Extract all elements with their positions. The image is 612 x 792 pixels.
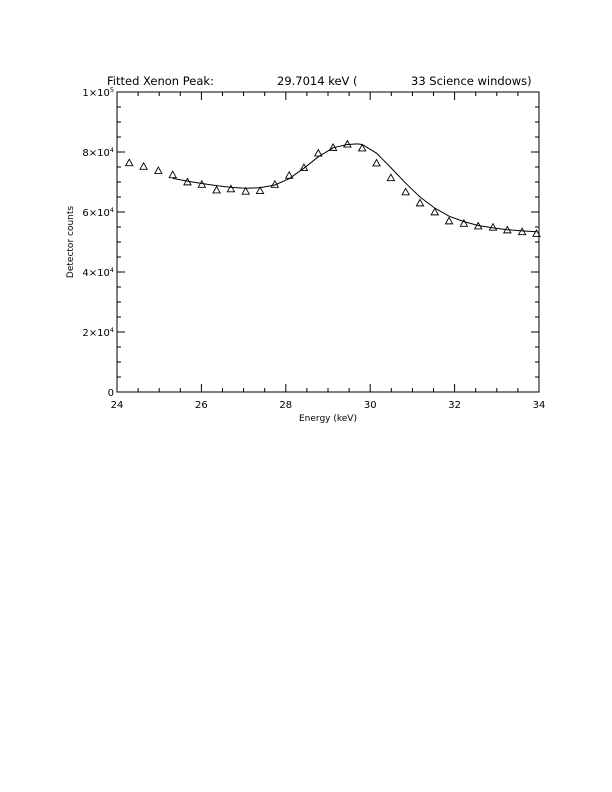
data-point bbox=[473, 221, 483, 230]
data-point bbox=[183, 177, 192, 186]
y-axis-label: Detector counts bbox=[66, 206, 76, 278]
data-point bbox=[139, 161, 148, 170]
x-tick-label: 26 bbox=[195, 400, 208, 411]
data-point bbox=[153, 166, 163, 174]
x-tick-label: 34 bbox=[533, 400, 546, 411]
x-tick-label: 32 bbox=[448, 400, 461, 411]
data-point bbox=[313, 148, 323, 157]
x-tick-label: 24 bbox=[111, 400, 124, 411]
axis-ticks bbox=[116, 91, 540, 393]
data-point bbox=[444, 216, 454, 225]
data-point bbox=[197, 179, 207, 188]
data-point bbox=[255, 186, 265, 195]
data-point bbox=[241, 186, 251, 195]
data-point bbox=[532, 229, 541, 237]
y-tick-label: 0 bbox=[108, 388, 114, 399]
chart-title-energy: 29.7014 keV ( bbox=[277, 74, 358, 88]
data-point bbox=[502, 225, 512, 234]
data-point bbox=[226, 184, 236, 193]
data-point bbox=[401, 187, 411, 196]
x-tick-labels: 24 26 28 30 32 34 bbox=[111, 400, 546, 411]
data-point bbox=[459, 218, 469, 227]
data-point bbox=[328, 142, 338, 151]
data-point bbox=[386, 173, 396, 182]
data-point bbox=[357, 143, 367, 152]
data-point bbox=[212, 185, 221, 194]
y-tick-label: 2×104 bbox=[82, 326, 114, 339]
x-tick-label: 28 bbox=[279, 400, 292, 411]
fit-curve bbox=[172, 143, 537, 233]
data-point bbox=[270, 179, 280, 188]
x-axis-label: Energy (keV) bbox=[299, 414, 357, 424]
chart-title-windows: 33 Science windows) bbox=[411, 74, 532, 88]
data-point bbox=[372, 158, 381, 167]
y-tick-label: 6×104 bbox=[82, 206, 114, 219]
data-point bbox=[299, 163, 309, 171]
data-point bbox=[343, 139, 352, 148]
data-point bbox=[517, 227, 527, 236]
y-tick-label: 4×104 bbox=[82, 266, 114, 279]
y-tick-label: 1×105 bbox=[82, 86, 114, 99]
y-tick-labels: 0 2×104 4×104 6×104 8×104 1×105 bbox=[82, 86, 114, 399]
data-point bbox=[168, 170, 178, 179]
data-point bbox=[284, 170, 294, 179]
data-point bbox=[124, 158, 134, 167]
y-tick-label: 8×104 bbox=[82, 146, 114, 159]
data-point bbox=[430, 207, 440, 216]
chart-title-left: Fitted Xenon Peak: bbox=[107, 74, 214, 88]
data-point-markers bbox=[124, 139, 541, 237]
data-point bbox=[415, 198, 425, 207]
data-point bbox=[488, 222, 498, 231]
x-tick-label: 30 bbox=[364, 400, 377, 411]
